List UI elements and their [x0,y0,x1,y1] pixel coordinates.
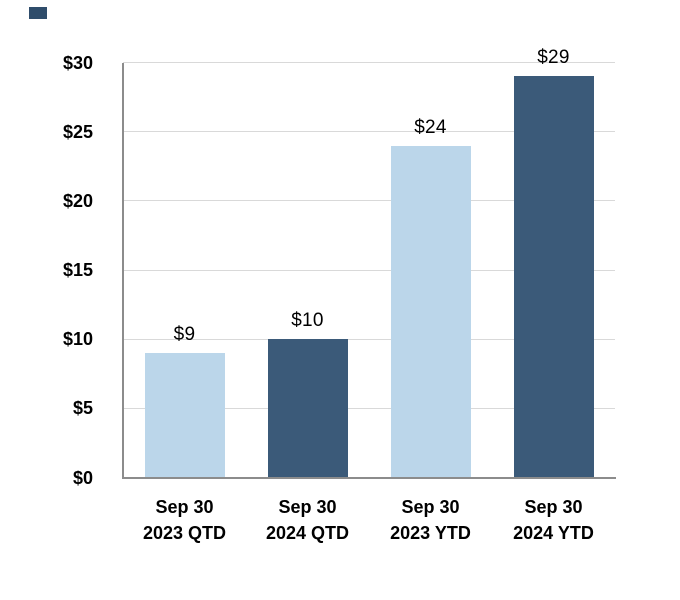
y-axis-tick-label: $10 [62,329,93,350]
category-label-line: 2024 YTD [513,523,594,543]
y-axis-tick-label: $30 [62,52,93,73]
bar-3 [390,145,471,478]
y-gridline [123,200,615,202]
bar-value-label: $9 [173,324,196,345]
category-label-line: 2023 YTD [390,523,471,543]
x-axis-category-label: Sep 30 2024 YTD [487,494,621,546]
y-axis-tick-label: $5 [72,398,93,419]
category-label-line: Sep 30 [524,497,583,517]
bar-value-label: $24 [414,116,447,138]
y-axis-tick-label: $25 [62,121,93,142]
y-axis-tick-label: $20 [62,190,93,211]
bar-1 [144,353,225,478]
y-gridline [123,269,615,271]
y-gridline [123,131,615,133]
y-gridline [123,338,615,340]
category-label-line: Sep 30 [278,497,337,517]
bar-2 [267,339,348,478]
y-gridline [123,407,615,409]
bar-value-label: $29 [537,47,570,69]
y-axis-tick-label: $15 [62,260,93,280]
category-label-line: Sep 30 [155,497,214,517]
bar-value-label: $10 [291,310,324,332]
y-axis-tick-label: $0 [72,467,93,488]
category-label-line: 2024 QTD [265,523,350,543]
y-gridline [123,62,615,63]
x-axis-category-label: Sep 30 2024 QTD [241,494,375,546]
bar-4 [513,76,594,478]
corner-swatch-mark [29,7,47,19]
y-axis-line [122,62,124,479]
x-axis-category-label: Sep 30 2023 YTD [364,494,498,546]
category-label-line: 2023 QTD [142,523,227,543]
x-axis-category-label: Sep 30 2023 QTD [118,494,252,546]
category-label-line: Sep 30 [401,497,460,517]
x-axis-line [122,476,616,479]
